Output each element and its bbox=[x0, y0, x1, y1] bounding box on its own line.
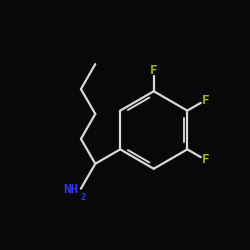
Text: F: F bbox=[150, 64, 158, 77]
Text: NH: NH bbox=[64, 184, 78, 196]
Text: F: F bbox=[202, 94, 209, 107]
Text: F: F bbox=[202, 154, 209, 166]
Text: 2: 2 bbox=[80, 193, 86, 202]
